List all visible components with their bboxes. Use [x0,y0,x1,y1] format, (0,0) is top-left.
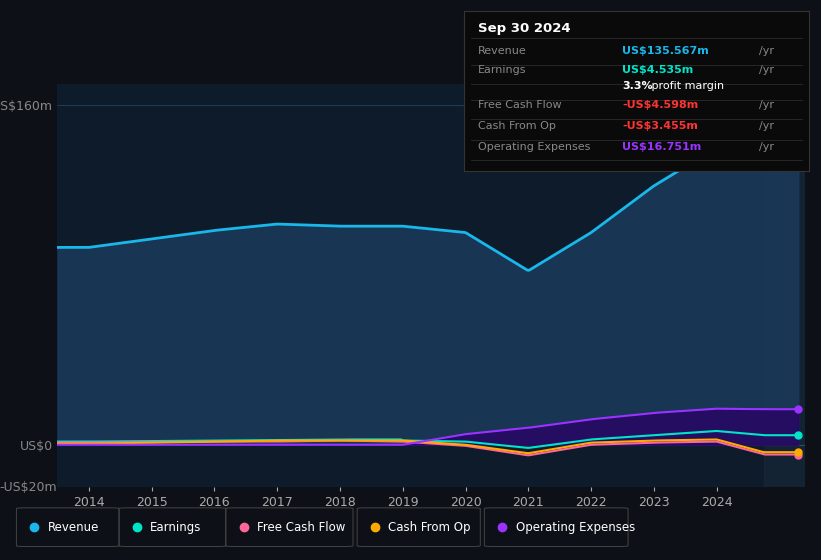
Text: Earnings: Earnings [150,521,202,534]
Text: -US$3.455m: -US$3.455m [622,121,699,131]
Text: profit margin: profit margin [649,81,724,91]
Text: Free Cash Flow: Free Cash Flow [478,100,562,110]
Text: /yr: /yr [759,100,773,110]
Text: Operating Expenses: Operating Expenses [516,521,635,534]
Text: Earnings: Earnings [478,66,526,75]
Bar [764,84,805,487]
Text: Revenue: Revenue [478,46,526,56]
Text: /yr: /yr [759,121,773,131]
Point [791,154,805,163]
Text: US$16.751m: US$16.751m [622,142,702,152]
Text: Cash From Op: Cash From Op [478,121,556,131]
Text: US$135.567m: US$135.567m [622,46,709,56]
Text: -US$20m: -US$20m [0,480,57,494]
Text: -US$4.598m: -US$4.598m [622,100,699,110]
Text: /yr: /yr [759,46,773,56]
Point [791,405,805,414]
Text: Free Cash Flow: Free Cash Flow [257,521,346,534]
Text: 3.3%: 3.3% [622,81,654,91]
Point [791,431,805,440]
Text: Operating Expenses: Operating Expenses [478,142,590,152]
Text: Revenue: Revenue [48,521,99,534]
Text: Sep 30 2024: Sep 30 2024 [478,22,571,35]
Text: Cash From Op: Cash From Op [388,521,470,534]
Text: /yr: /yr [759,66,773,75]
Point [791,450,805,459]
Text: US$4.535m: US$4.535m [622,66,694,75]
Text: /yr: /yr [759,142,773,152]
Point [791,447,805,456]
